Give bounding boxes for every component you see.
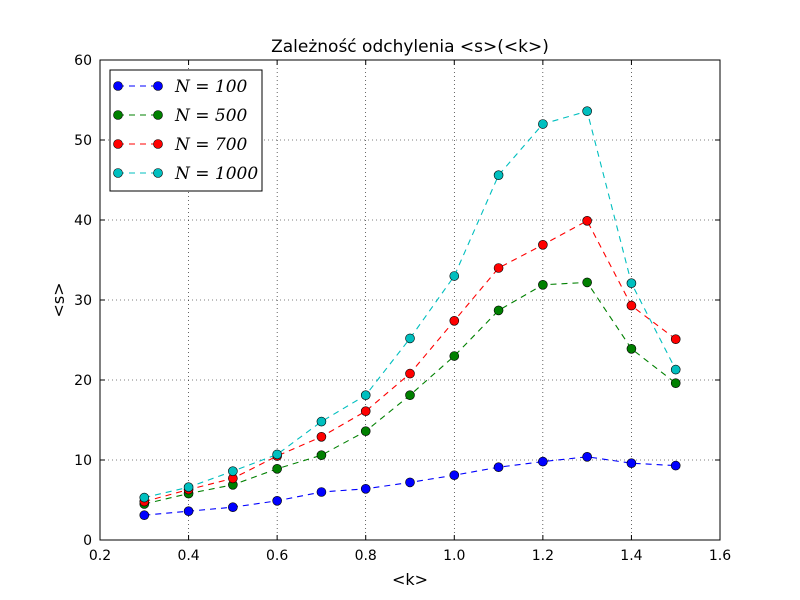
legend-label: N = 1000 (174, 164, 258, 184)
data-point (449, 470, 460, 481)
data-point (316, 416, 327, 427)
legend-marker (113, 168, 123, 178)
data-point (316, 487, 327, 497)
x-tick-label: 1.4 (620, 548, 642, 564)
data-point (670, 364, 681, 375)
y-tick-label: 60 (74, 53, 92, 69)
legend-entry: N = 100 (113, 77, 248, 97)
x-tick-label: 1.0 (443, 548, 465, 564)
data-point (360, 406, 371, 417)
data-point (493, 170, 504, 180)
data-point (582, 106, 592, 116)
legend-marker (153, 81, 163, 91)
data-point (228, 466, 238, 477)
data-point (360, 390, 371, 401)
data-point (670, 378, 681, 389)
data-point (183, 482, 194, 493)
data-point (582, 216, 592, 226)
legend-marker (153, 168, 163, 178)
data-point (626, 343, 637, 354)
data-point (360, 483, 371, 494)
y-tick-label: 40 (74, 213, 92, 229)
y-axis-label: <s> (49, 282, 68, 317)
chart-title: Zależność odchylenia <s>(<k>) (271, 37, 549, 57)
data-point (582, 277, 592, 288)
axis-ticks: 0.2 0.4 0.6 0.8 1.0 1.2 1.4 1.6 0 10 20 30 40 50 60 (74, 53, 731, 564)
data-point (626, 278, 637, 289)
legend-entry: N = 1000 (113, 164, 258, 184)
y-tick-label: 0 (83, 533, 92, 549)
x-axis-label: <k> (392, 570, 428, 589)
legend-label: N = 100 (174, 77, 248, 97)
data-point (228, 502, 238, 513)
series-layer (139, 106, 681, 521)
x-tick-label: 1.2 (532, 548, 554, 564)
legend-entry: N = 700 (113, 135, 248, 155)
series-1 (139, 277, 681, 509)
data-point (449, 271, 460, 281)
legend-label: N = 700 (174, 135, 248, 155)
data-point (272, 449, 282, 460)
series-0 (139, 451, 681, 521)
data-point (493, 462, 504, 473)
legend-box (109, 69, 263, 192)
data-point (626, 300, 637, 311)
data-point (405, 477, 415, 488)
data-point (538, 240, 548, 250)
data-point (316, 431, 327, 442)
x-tick-label: 0.6 (266, 548, 288, 564)
data-point (582, 451, 592, 462)
data-point (538, 279, 548, 290)
y-tick-label: 30 (74, 293, 92, 309)
data-point (405, 333, 415, 344)
legend-marker (153, 139, 163, 149)
data-point (360, 426, 371, 437)
data-point (272, 463, 282, 474)
data-point (139, 492, 150, 503)
y-tick-label: 20 (74, 373, 92, 389)
data-point (272, 495, 282, 506)
series-line (144, 220, 677, 503)
legend: N = 100 N = 500 N = 700 N = 1000 (109, 69, 263, 192)
legend-marker (113, 81, 123, 91)
data-point (449, 315, 460, 326)
data-point (316, 450, 327, 461)
data-point (405, 368, 415, 379)
data-point (183, 506, 194, 517)
y-tick-label: 50 (74, 133, 92, 149)
data-point (493, 263, 504, 273)
data-point (670, 460, 681, 471)
grid (100, 60, 720, 540)
data-point (139, 510, 150, 521)
y-tick-label: 10 (74, 453, 92, 469)
data-point (449, 351, 460, 361)
data-point (493, 305, 504, 316)
x-tick-label: 0.4 (177, 548, 199, 564)
data-point (626, 458, 637, 469)
x-tick-label: 0.8 (355, 548, 377, 564)
legend-entry: N = 500 (113, 106, 248, 126)
x-tick-label: 0.2 (89, 548, 111, 564)
series-3 (139, 106, 681, 503)
legend-marker (113, 139, 123, 149)
data-point (670, 334, 681, 345)
series-2 (139, 216, 681, 507)
legend-marker (153, 110, 163, 120)
data-point (538, 456, 548, 467)
legend-marker (113, 110, 123, 120)
data-point (405, 390, 415, 401)
legend-label: N = 500 (174, 106, 248, 126)
x-tick-label: 1.6 (709, 548, 731, 564)
data-point (538, 119, 548, 129)
